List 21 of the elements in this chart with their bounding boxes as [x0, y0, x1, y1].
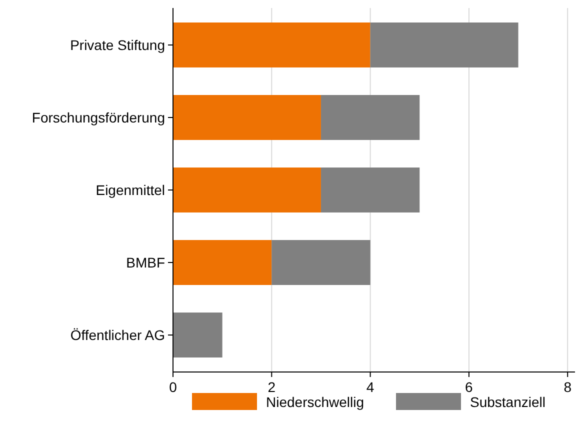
bar — [370, 22, 518, 68]
bar — [173, 312, 222, 358]
x-tick-label: 6 — [465, 379, 474, 395]
bar — [272, 240, 370, 285]
y-tick-label: Forschungsförderung — [32, 109, 165, 126]
bar — [173, 240, 272, 285]
y-tick-label: Private Stiftung — [70, 36, 165, 53]
bar — [320, 95, 420, 140]
y-tick-label: BMBF — [126, 254, 165, 271]
y-tick-label: Öffentlicher AG — [70, 327, 165, 344]
x-tick-label: 8 — [564, 379, 572, 395]
x-tick-label: 0 — [169, 379, 178, 395]
x-tick-label: 2 — [268, 379, 276, 395]
legend-label: Substanziell — [470, 394, 546, 410]
bar — [173, 22, 370, 68]
x-tick-label: 4 — [366, 379, 374, 395]
legend-label: Niederschwellig — [266, 394, 364, 410]
y-tick-label: Eigenmittel — [96, 182, 165, 198]
bar — [173, 95, 321, 140]
bar — [173, 168, 321, 212]
bar — [320, 168, 420, 212]
